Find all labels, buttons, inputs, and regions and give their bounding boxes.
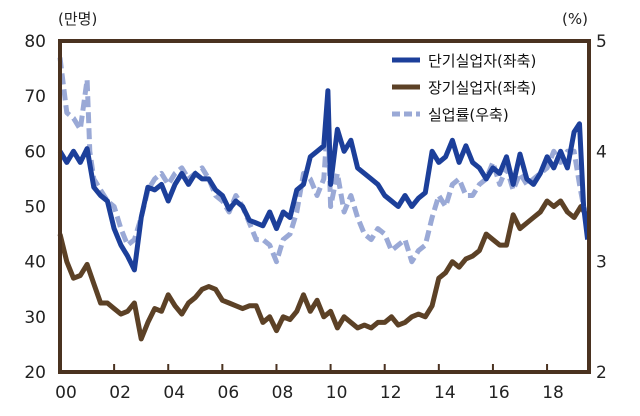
x-tick-label: 18 (542, 383, 564, 403)
right-axis-ticks: 5 4 3 2 (596, 32, 607, 383)
right-tick-label: 2 (596, 363, 607, 383)
right-tick-label: 3 (596, 253, 607, 273)
left-tick-label: 60 (24, 142, 46, 162)
left-tick-label: 70 (24, 87, 46, 107)
left-tick-label: 30 (24, 308, 46, 328)
x-tick-label: 16 (488, 383, 510, 403)
legend-rate-label: 실업률(우축) (428, 106, 509, 124)
left-tick-label: 50 (24, 198, 46, 218)
left-tick-label: 80 (24, 32, 46, 52)
legend-short-term-label: 단기실업자(좌축) (428, 52, 536, 70)
x-tick-label: 02 (109, 383, 131, 403)
x-tick-label: 12 (380, 383, 402, 403)
x-axis-ticks: 00 02 04 06 08 10 12 14 16 18 (55, 364, 564, 403)
long-term-unemployed-line (57, 198, 590, 342)
right-axis-unit: (%) (562, 10, 588, 28)
x-tick-label: 00 (55, 383, 77, 403)
legend: 단기실업자(좌축) 장기실업자(좌축) 실업률(우축) (392, 52, 536, 124)
x-tick-label: 06 (218, 383, 240, 403)
left-tick-label: 40 (24, 253, 46, 273)
short-term-unemployed-line (57, 88, 591, 273)
x-tick-label: 04 (163, 383, 185, 403)
left-tick-label: 20 (24, 363, 46, 383)
x-tick-label: 08 (272, 383, 294, 403)
right-tick-label: 5 (596, 32, 607, 52)
plot-frame (58, 39, 591, 374)
left-axis-unit: (만명) (58, 10, 97, 28)
legend-long-term-label: 장기실업자(좌축) (428, 79, 536, 97)
x-tick-label: 10 (326, 383, 348, 403)
series-lines (57, 57, 591, 342)
right-tick-label: 4 (596, 142, 607, 162)
x-tick-label: 14 (434, 383, 456, 403)
left-axis-ticks: 80 70 60 50 40 30 20 (24, 32, 46, 383)
